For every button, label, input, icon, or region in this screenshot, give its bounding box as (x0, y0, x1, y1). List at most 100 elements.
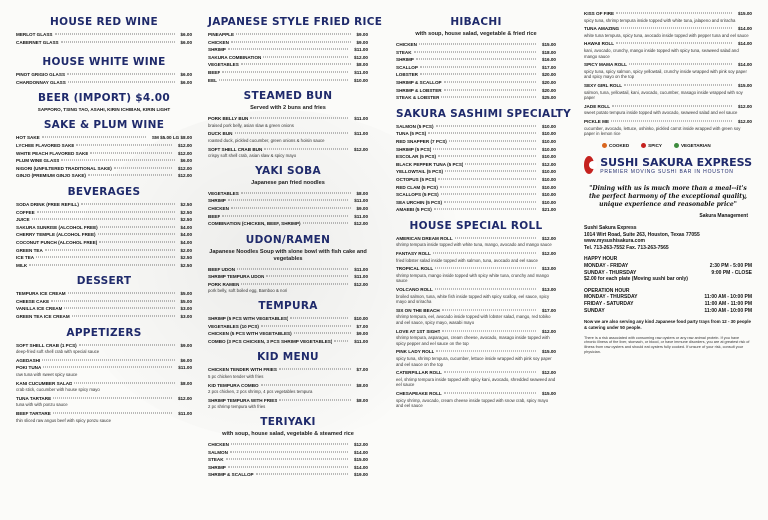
dot-leader (90, 152, 172, 154)
menu-item: Combo (3 pcs chicken, 3 pcs shrimp veget… (208, 338, 368, 346)
item-price: $10.00 (541, 192, 556, 198)
dot-leader (611, 120, 732, 122)
section-title: STEAMED BUN (243, 90, 333, 103)
item-name: Salmon (5 pcs) (396, 123, 434, 129)
section-title: BEER (IMPORT) $4.00 (37, 92, 170, 105)
menu-item: Coconut punch (Alcohol Free) $4.00 (16, 239, 192, 247)
menu-item: Beef $11.00 (208, 213, 368, 221)
section-beer: BEER (IMPORT) $4.00 SAPPORO, TSING TAO, … (16, 92, 192, 113)
hours-row: FRIDAY - SATURDAY 11:00 AM - 11:00 PM (584, 300, 752, 307)
item-price: $8.00 (356, 190, 369, 196)
dot-leader (419, 73, 536, 75)
operation-hour-block: OPERATION HOUR MONDAY - THURSDAY 11:00 AM… (584, 288, 752, 314)
item-price: $17.00 (541, 64, 556, 70)
dot-leader (428, 132, 536, 134)
item-name: Shrimp (396, 57, 414, 63)
item-price: $12.00 (541, 235, 556, 241)
item-description: braised pork belly, asian slaw & green o… (208, 122, 294, 128)
item-description: 5 pc chicken tender with fries (208, 374, 264, 380)
menu-list: Pineapple $9.00 Chicken $9.00 Shrimp $11.00 Sa… (208, 31, 368, 84)
item-price: $12.00 (353, 146, 368, 152)
item-name: Caterpillar roll (396, 370, 442, 376)
menu-item: Fantasy roll $12.00 (396, 250, 556, 258)
item-name: Shrimp (208, 464, 226, 470)
dot-leader (44, 249, 175, 250)
item-price: $14.00 (737, 41, 752, 47)
menu-list: Salmon (5 pcs) $10.00 Tuna (5 pcs) $10.00 Re… (396, 123, 556, 214)
dot-leader (278, 368, 351, 370)
item-name: Chardonnay glass (16, 79, 66, 85)
item-name: Shrimp tempura udon (208, 274, 265, 280)
dot-leader (97, 233, 175, 235)
section-subtitle: Served with 2 buns and fries (250, 105, 326, 112)
menu-list: Shrimp (5 pcs with vegetables) $10.00 Vege… (208, 315, 368, 345)
item-description: roasted duck, pickled cucumber, green on… (208, 137, 325, 143)
menu-item: Salmon $14.00 (208, 449, 368, 457)
dot-leader (234, 132, 349, 134)
item-name: Shrimp (5 pcs) (396, 146, 432, 152)
item-name: Jade roll (584, 103, 611, 109)
menu-item: Tuna (5 pcs) $10.00 (396, 130, 556, 138)
menu-item: Merlot glass $6.00 (16, 31, 192, 39)
legend-cooked: COOKED (602, 143, 629, 148)
item-name: Shrimp (208, 47, 226, 53)
dot-leader (67, 73, 175, 75)
item-description: kani, avocado, crunchy, mango inside top… (584, 47, 739, 59)
menu-item: Hawaii roll $14.00 (584, 40, 752, 48)
item-name: Chicken (396, 42, 417, 47)
dot-leader (218, 79, 348, 81)
website-link[interactable]: www.mysushisakura.com (584, 238, 645, 245)
dot-leader (54, 33, 175, 35)
menu-item: Kid tempura combo $8.00 (208, 382, 368, 390)
menu-item: Agedashi $6.00 (16, 357, 192, 365)
section-appetizers: APPETIZERS Soft shell crab (1 pcs) $9.00 d… (16, 327, 192, 424)
menu-item: Scallops (5 pcs) $10.00 (396, 191, 556, 199)
menu-item: Poki tuna $11.00 (16, 364, 192, 372)
item-price: $5.00 (180, 291, 193, 297)
dot-leader (435, 267, 536, 269)
item-description: 2 pc shrimp tempura with fries (208, 404, 266, 410)
menu-item: Milk $2.50 (16, 262, 192, 270)
item-price: $12.00 (177, 150, 192, 156)
section-subtitle: Japanese pan fried noodles (251, 179, 325, 186)
item-price: $3.00 (180, 306, 193, 312)
item-name: Nigori (unfiltered traditional sake) (16, 165, 112, 171)
item-name: Escolar (5 pcs) (396, 154, 437, 160)
menu-item: Pork belly bun $11.00 (208, 115, 368, 123)
section-teriyaki: TERIYAKI with soup, house salad, vegetab… (208, 416, 368, 479)
item-name: Combo (3 pcs chicken, 3 pcs shrimp veget… (208, 338, 333, 344)
menu-item: Sakura sunrise (Alcohol Free) $4.00 (16, 224, 192, 232)
item-price: $11.00 (354, 131, 368, 137)
dot-leader (302, 222, 348, 224)
section-title: TEMPURA (258, 300, 318, 313)
menu-item: Shrimp (5 pcs with vegetables) $10.00 (208, 315, 368, 323)
menu-item: Nigori (unfiltered traditional sake) $12.… (16, 165, 192, 173)
dot-leader (264, 148, 348, 150)
item-description: white tuna tempura, spicy tuna, avocado … (584, 32, 749, 38)
item-name: Tropical roll (396, 266, 434, 272)
menu-item: Juice $2.50 (16, 216, 192, 224)
item-price: $12.00 (177, 142, 192, 148)
item-price: $6.00 (180, 32, 193, 37)
menu-list: Vegetables $8.00 Shrimp $11.00 Chicken $9.00 B… (208, 190, 368, 228)
hours-row: MONDAY - FRIDAY 2:30 PM - 5:00 PM (584, 262, 752, 269)
dot-leader (624, 84, 732, 86)
item-price: $10.00 (541, 184, 556, 190)
item-name: Beef tartare (16, 411, 51, 416)
item-description: shrimp tempura inside topped with white … (396, 242, 552, 248)
section-yaki-soba: YAKI SOBA Japanese pan fried noodles Veg… (208, 165, 368, 228)
dot-leader (99, 226, 175, 228)
item-price: $20.00 (541, 79, 556, 85)
menu-list: Chicken tender with fries $7.00 5 pc chick… (208, 366, 368, 410)
item-description: shrimp tempura, eel, avocado inside topp… (396, 314, 551, 325)
happy-hour-block: HAPPY HOUR MONDAY - FRIDAY 2:30 PM - 5:00… (584, 256, 752, 282)
item-name: Plum wine glass (16, 158, 60, 164)
section-title: HOUSE RED WINE (50, 16, 158, 28)
item-description: thin sliced raw angus beef with spicy po… (16, 417, 112, 423)
dot-leader (438, 155, 536, 157)
dot-leader (230, 41, 351, 43)
item-price: $11.00 (354, 338, 368, 344)
menu-item: Red clam (5 pcs) $10.00 (396, 184, 556, 192)
item-price: $10.00 (541, 176, 556, 182)
menu-item: Pork ramen $12.00 (208, 281, 368, 289)
